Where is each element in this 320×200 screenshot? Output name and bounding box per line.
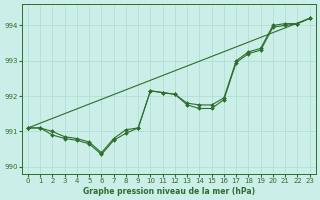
- X-axis label: Graphe pression niveau de la mer (hPa): Graphe pression niveau de la mer (hPa): [83, 187, 255, 196]
